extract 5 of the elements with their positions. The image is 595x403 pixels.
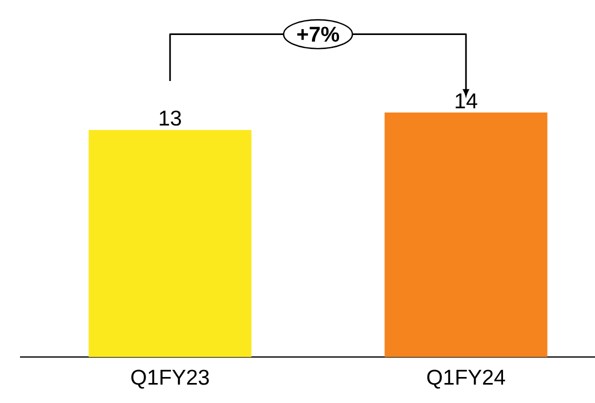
text: +7% — [297, 26, 340, 42]
x-tick-label: Q1FY24 — [427, 370, 506, 389]
x-tick-label: Q1FY23 — [131, 370, 209, 389]
data-label: 14 — [456, 94, 478, 108]
data-label: 13 — [160, 110, 181, 126]
